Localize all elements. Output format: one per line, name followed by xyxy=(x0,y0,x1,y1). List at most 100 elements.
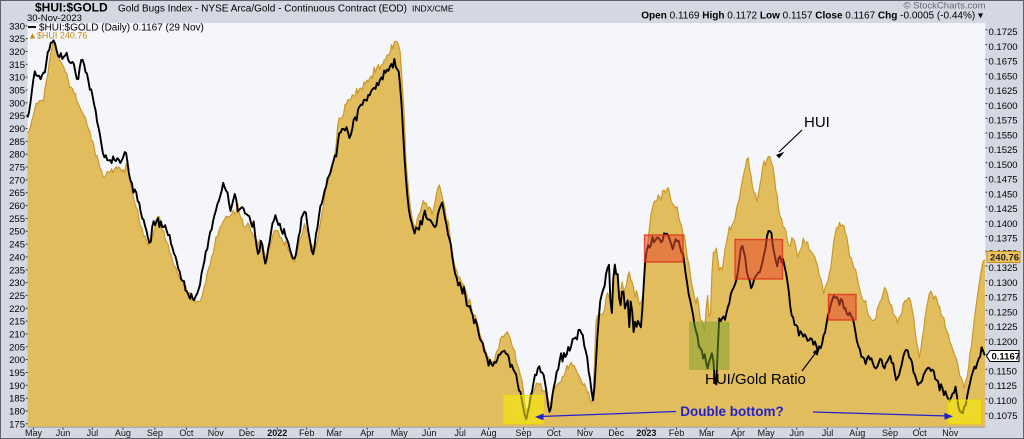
svg-text:May: May xyxy=(25,428,43,438)
svg-text:290: 290 xyxy=(9,124,25,135)
svg-text:0.1125: 0.1125 xyxy=(989,381,1017,392)
svg-text:$HUI:$GOLD: $HUI:$GOLD xyxy=(35,1,108,15)
svg-text:330: 330 xyxy=(9,21,25,32)
svg-text:225: 225 xyxy=(9,291,25,302)
svg-text:0.1225: 0.1225 xyxy=(989,322,1018,333)
svg-text:0.1375: 0.1375 xyxy=(989,234,1018,245)
svg-text:205: 205 xyxy=(9,342,25,353)
svg-text:0.1200: 0.1200 xyxy=(989,337,1018,348)
svg-text:0.1275: 0.1275 xyxy=(989,293,1018,304)
svg-text:Oct: Oct xyxy=(547,428,562,438)
svg-text:Mar: Mar xyxy=(699,428,715,438)
svg-text:Oct: Oct xyxy=(179,428,194,438)
svg-text:310: 310 xyxy=(9,73,25,84)
svg-text:0.1250: 0.1250 xyxy=(989,307,1018,318)
svg-text:250: 250 xyxy=(9,227,25,238)
svg-text:Aug: Aug xyxy=(849,428,865,438)
svg-text:0.1325: 0.1325 xyxy=(989,263,1018,274)
svg-text:Mar: Mar xyxy=(326,428,342,438)
svg-text:0.1450: 0.1450 xyxy=(989,189,1018,200)
svg-text:Feb: Feb xyxy=(299,428,315,438)
svg-text:0.1167: 0.1167 xyxy=(992,352,1021,363)
svg-text:0.1075: 0.1075 xyxy=(989,411,1018,422)
svg-text:210: 210 xyxy=(9,330,25,341)
svg-text:Jul: Jul xyxy=(87,428,99,438)
svg-text:0.1550: 0.1550 xyxy=(989,130,1018,141)
svg-text:INDX/CME: INDX/CME xyxy=(412,4,454,14)
svg-text:0.1425: 0.1425 xyxy=(989,204,1018,215)
svg-text:May: May xyxy=(391,428,409,438)
svg-text:0.1500: 0.1500 xyxy=(989,160,1018,171)
svg-text:Sep: Sep xyxy=(515,428,531,438)
svg-text:230: 230 xyxy=(9,278,25,289)
svg-text:265: 265 xyxy=(9,188,25,199)
svg-text:Gold Bugs Index - NYSE Arca/Go: Gold Bugs Index - NYSE Arca/Gold - Conti… xyxy=(118,4,407,15)
svg-text:0.1650: 0.1650 xyxy=(989,71,1018,82)
svg-text:280: 280 xyxy=(9,150,25,161)
svg-text:Jun: Jun xyxy=(790,428,805,438)
svg-text:240.76: 240.76 xyxy=(990,253,1019,264)
svg-text:0.1475: 0.1475 xyxy=(989,175,1018,186)
svg-text:235: 235 xyxy=(9,265,25,276)
svg-text:315: 315 xyxy=(9,60,25,71)
svg-text:Open 0.1169 High 0.1172 Low 0.: Open 0.1169 High 0.1172 Low 0.1157 Close… xyxy=(641,11,983,22)
svg-text:185: 185 xyxy=(9,394,25,405)
svg-text:320: 320 xyxy=(9,47,25,58)
svg-text:260: 260 xyxy=(9,201,25,212)
svg-text:© StockCharts.com: © StockCharts.com xyxy=(904,1,986,12)
svg-text:0.1675: 0.1675 xyxy=(989,57,1018,68)
svg-text:Sep: Sep xyxy=(147,428,163,438)
svg-text:0.1600: 0.1600 xyxy=(989,101,1018,112)
svg-text:May: May xyxy=(758,428,776,438)
svg-text:Nov: Nov xyxy=(942,428,959,438)
svg-text:2022: 2022 xyxy=(267,428,287,438)
svg-text:$HUI:$GOLD (Daily) 0.1167 (29: $HUI:$GOLD (Daily) 0.1167 (29 Nov) xyxy=(39,22,204,33)
svg-text:175: 175 xyxy=(9,419,25,430)
svg-text:Apr: Apr xyxy=(360,428,374,438)
svg-text:0.1300: 0.1300 xyxy=(989,278,1018,289)
svg-text:0.1150: 0.1150 xyxy=(989,367,1017,378)
svg-text:30-Nov-2023: 30-Nov-2023 xyxy=(27,13,82,24)
svg-text:245: 245 xyxy=(9,240,25,251)
svg-text:190: 190 xyxy=(9,381,25,392)
svg-text:285: 285 xyxy=(9,137,25,148)
svg-text:▲$HUI 240.76: ▲$HUI 240.76 xyxy=(28,30,87,40)
svg-text:220: 220 xyxy=(9,304,25,315)
svg-text:Feb: Feb xyxy=(669,428,685,438)
svg-text:2023: 2023 xyxy=(636,428,656,438)
svg-text:0.1100: 0.1100 xyxy=(989,396,1017,407)
svg-text:0.1700: 0.1700 xyxy=(989,42,1018,53)
svg-text:Double bottom?: Double bottom? xyxy=(680,404,783,419)
svg-text:215: 215 xyxy=(9,317,25,328)
svg-text:Jun: Jun xyxy=(56,428,71,438)
svg-text:0.1625: 0.1625 xyxy=(989,86,1018,97)
svg-text:0.1400: 0.1400 xyxy=(989,219,1018,230)
svg-text:275: 275 xyxy=(9,163,25,174)
svg-text:300: 300 xyxy=(9,98,25,109)
svg-text:Sep: Sep xyxy=(882,428,898,438)
svg-text:255: 255 xyxy=(9,214,25,225)
svg-text:Oct: Oct xyxy=(913,428,928,438)
svg-text:180: 180 xyxy=(9,407,25,418)
svg-text:Aug: Aug xyxy=(481,428,497,438)
svg-text:0.1525: 0.1525 xyxy=(989,145,1018,156)
svg-text:0.1725: 0.1725 xyxy=(989,27,1018,38)
svg-text:HUI/Gold Ratio: HUI/Gold Ratio xyxy=(705,371,806,388)
svg-text:200: 200 xyxy=(9,355,25,366)
svg-text:Nov: Nov xyxy=(208,428,225,438)
svg-text:195: 195 xyxy=(9,368,25,379)
svg-text:325: 325 xyxy=(9,34,25,45)
svg-text:Dec: Dec xyxy=(239,428,256,438)
svg-text:HUI: HUI xyxy=(804,114,830,131)
svg-text:0.1575: 0.1575 xyxy=(989,116,1018,127)
svg-text:Nov: Nov xyxy=(577,428,594,438)
svg-text:240: 240 xyxy=(9,252,25,263)
svg-text:270: 270 xyxy=(9,175,25,186)
svg-text:Jul: Jul xyxy=(822,428,834,438)
svg-text:Dec: Dec xyxy=(608,428,625,438)
svg-text:Aug: Aug xyxy=(115,428,131,438)
svg-text:305: 305 xyxy=(9,86,25,97)
svg-text:Apr: Apr xyxy=(731,428,745,438)
svg-text:295: 295 xyxy=(9,111,25,122)
svg-text:Jul: Jul xyxy=(454,428,466,438)
